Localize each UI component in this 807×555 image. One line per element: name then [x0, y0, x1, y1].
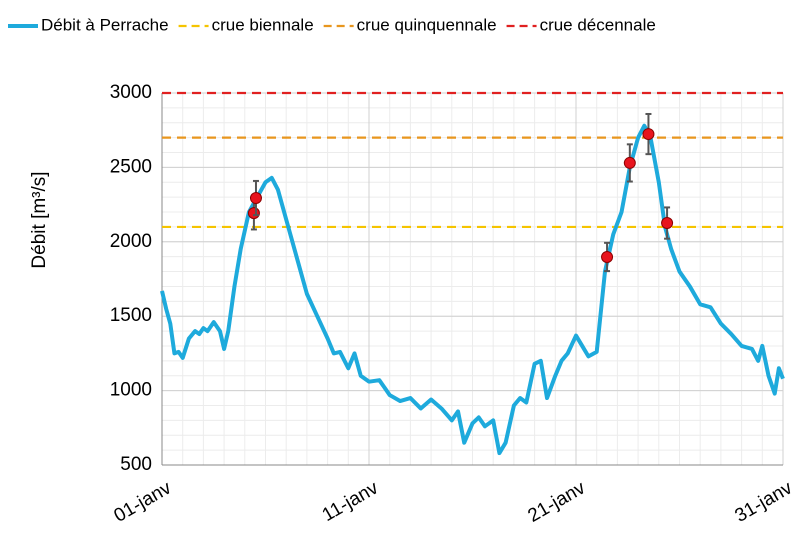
legend-label: crue décennale [540, 15, 656, 34]
y-axis-label: Débit [m³/s] [29, 171, 50, 268]
y-tick-label: 1500 [110, 305, 152, 326]
x-tick-label: 21-janv [525, 477, 590, 527]
data-point [249, 192, 262, 205]
data-point [247, 207, 260, 220]
data-point [642, 128, 655, 141]
data-point [623, 156, 636, 169]
y-tick-label: 1000 [110, 380, 152, 401]
legend-label: crue quinquennale [357, 15, 497, 34]
x-tick-label: 01-janv [111, 477, 176, 527]
x-tick-label: 11-janv [319, 477, 383, 526]
y-tick-label: 500 [120, 454, 152, 475]
data-point [601, 250, 614, 263]
y-tick-label: 3000 [110, 82, 152, 103]
legend-label: Débit à Perrache [41, 15, 169, 34]
y-tick-label: 2500 [110, 156, 152, 177]
data-point [661, 217, 674, 230]
data-line [160, 123, 785, 456]
y-tick-label: 2000 [110, 231, 152, 252]
legend-label: crue biennale [212, 15, 314, 34]
x-tick-label: 31-janv [732, 477, 797, 527]
